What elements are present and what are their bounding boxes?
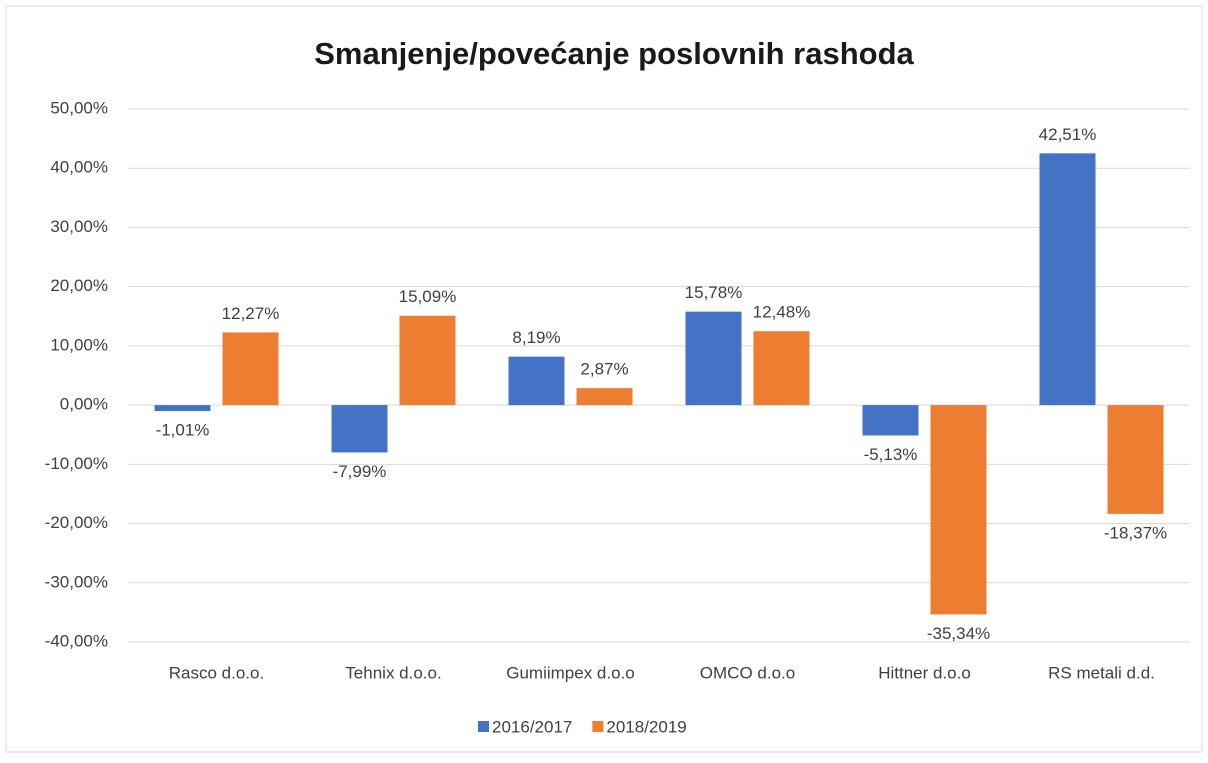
bar bbox=[753, 331, 810, 406]
bar bbox=[1107, 405, 1164, 514]
data-label: -1,01% bbox=[156, 421, 210, 440]
y-tick-label: -10,00% bbox=[45, 454, 108, 473]
data-label: 8,19% bbox=[512, 328, 560, 347]
y-tick-label: 0,00% bbox=[60, 395, 108, 414]
x-tick-label: Hittner d.o.o bbox=[878, 663, 971, 682]
data-label: 15,78% bbox=[685, 283, 743, 302]
legend-label: 2018/2019 bbox=[606, 717, 686, 736]
data-label: 2,87% bbox=[580, 360, 628, 379]
y-tick-label: 20,00% bbox=[50, 276, 108, 295]
bar bbox=[331, 405, 388, 453]
bar bbox=[399, 315, 456, 406]
y-tick-label: -30,00% bbox=[45, 572, 108, 591]
legend-swatch bbox=[592, 721, 604, 732]
x-tick-label: OMCO d.o.o bbox=[700, 663, 795, 682]
y-tick-label: 50,00% bbox=[50, 98, 108, 117]
bar bbox=[222, 332, 279, 406]
x-tick-label: RS metali d.d. bbox=[1048, 663, 1155, 682]
x-tick-label: Rasco d.o.o. bbox=[169, 663, 264, 682]
bar bbox=[930, 405, 987, 615]
data-label: 12,27% bbox=[222, 304, 280, 323]
bar bbox=[685, 311, 742, 406]
data-label: 42,51% bbox=[1039, 125, 1097, 144]
y-tick-label: 40,00% bbox=[50, 158, 108, 177]
data-label: 15,09% bbox=[399, 287, 457, 306]
chart-title: Smanjenje/povećanje poslovnih rashoda bbox=[314, 36, 914, 71]
data-label: 12,48% bbox=[753, 303, 811, 322]
x-tick-label: Tehnix d.o.o. bbox=[345, 663, 441, 682]
y-tick-label: 10,00% bbox=[50, 335, 108, 354]
bar bbox=[508, 356, 565, 406]
data-label: -35,34% bbox=[927, 624, 990, 643]
chart-border bbox=[5, 5, 1203, 753]
bar bbox=[1039, 153, 1096, 406]
bar bbox=[862, 405, 919, 436]
y-tick-label: -40,00% bbox=[45, 631, 108, 650]
x-tick-label: Gumiimpex d.o.o bbox=[506, 663, 635, 682]
y-tick-label: -20,00% bbox=[45, 513, 108, 532]
data-label: -7,99% bbox=[333, 462, 387, 481]
bar bbox=[576, 388, 633, 406]
data-label: -18,37% bbox=[1104, 523, 1167, 542]
bar bbox=[154, 405, 211, 412]
data-label: -5,13% bbox=[864, 445, 918, 464]
legend-label: 2016/2017 bbox=[492, 717, 572, 736]
legend-swatch bbox=[478, 721, 489, 732]
y-tick-label: 30,00% bbox=[50, 217, 108, 236]
